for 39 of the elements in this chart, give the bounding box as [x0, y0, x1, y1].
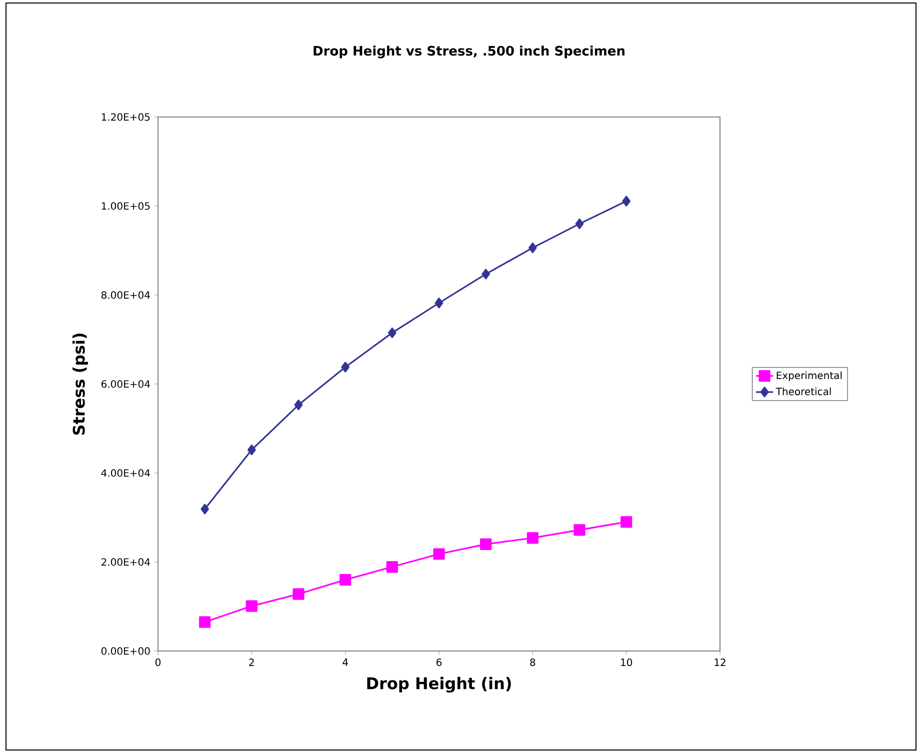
y-tick-label: 1.20E+05: [102, 113, 150, 121]
point: [482, 268, 490, 280]
x-tick-label: 2: [249, 658, 254, 666]
x-tick-label: 8: [530, 658, 536, 666]
chart-title: Drop Height vs Stress, .500 inch Specimen: [314, 46, 624, 58]
point: [480, 538, 492, 550]
point: [294, 400, 303, 410]
y-tick-label: 8.00E+04: [101, 291, 150, 299]
y-axis-title: Stress (psi): [72, 334, 88, 435]
point: [247, 444, 256, 456]
point: [574, 524, 586, 536]
x-tick-label: 4: [342, 658, 348, 666]
point: [434, 298, 444, 308]
point: [340, 574, 352, 586]
x-tick-label: 12: [714, 658, 726, 666]
point: [200, 504, 210, 514]
x-axis-title: Drop Height (in): [367, 676, 511, 693]
point: [620, 516, 632, 528]
point: [386, 561, 398, 573]
x-tick-label: 6: [436, 658, 442, 666]
y-tick-label: 6.00E+04: [101, 380, 150, 388]
point: [246, 600, 258, 612]
point: [433, 548, 445, 560]
point: [622, 196, 631, 206]
legend-label: Theoretical: [776, 387, 831, 396]
y-tick-label: 2.00E+04: [102, 558, 150, 566]
point: [526, 532, 538, 544]
y-tick-label: 0.00E+00: [101, 647, 150, 655]
point: [575, 218, 584, 230]
y-tick-label: 4.00E+04: [101, 469, 150, 477]
point: [528, 242, 537, 254]
point: [341, 362, 350, 372]
x-tick-label: 10: [621, 658, 632, 666]
x-tick-label: 0: [155, 658, 161, 666]
legend-label: Experimental: [776, 371, 842, 382]
point: [199, 616, 211, 628]
point: [292, 588, 304, 600]
y-tick-label: 1.00E+05: [102, 202, 150, 210]
point: [388, 328, 396, 338]
